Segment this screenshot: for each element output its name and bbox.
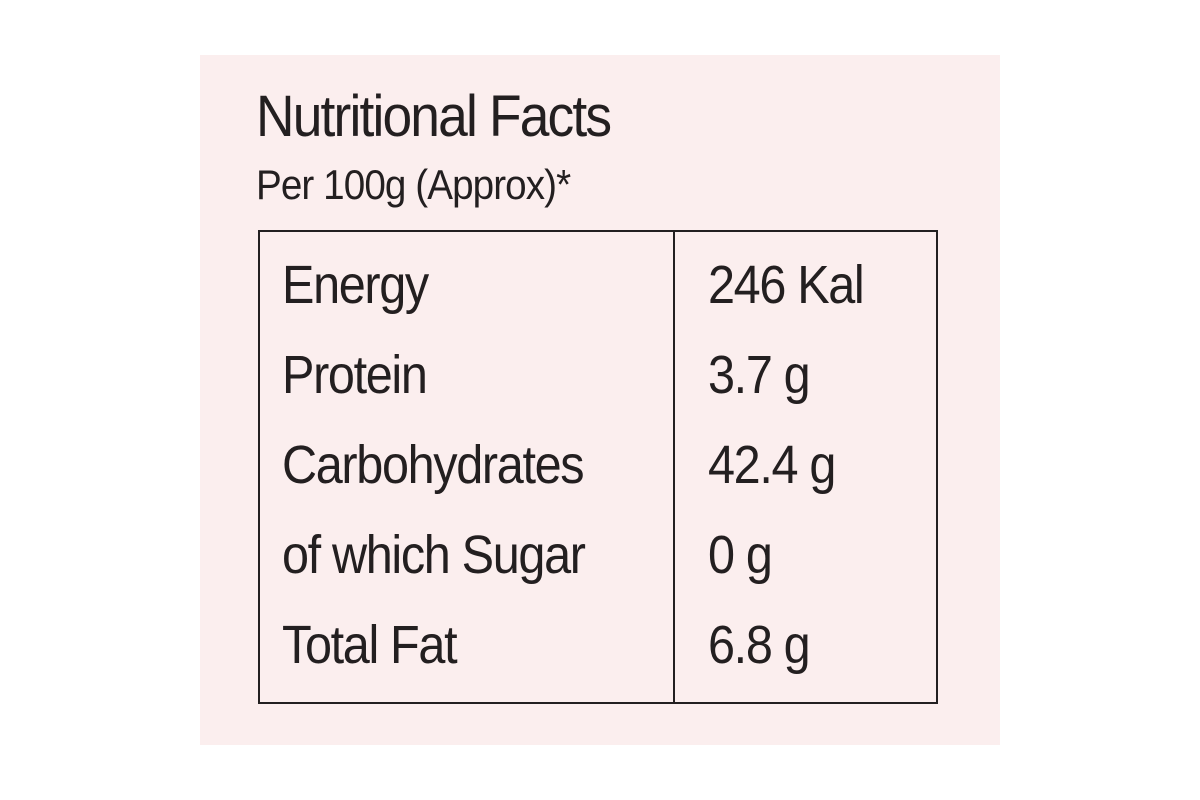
subtitle: Per 100g (Approx)* [256, 161, 571, 208]
column-divider [673, 232, 675, 702]
table-row: of which Sugar 0 g [260, 510, 936, 598]
nutrition-table: Energy 246 Kal Protein 3.7 g Carbohydrates 42… [258, 230, 938, 704]
title: Nutritional Facts [256, 84, 612, 149]
nutrient-amount: 3.7 g [708, 345, 811, 405]
table-row: Total Fat 6.8 g [260, 600, 936, 688]
nutrient-name: Protein [282, 345, 428, 405]
nutrient-amount: 246 Kal [708, 255, 865, 315]
nutrient-amount: 0 g [708, 525, 773, 585]
label-panel: Nutritional Facts Per 100g (Approx)* Ene… [200, 55, 1000, 745]
nutrient-amount: 6.8 g [708, 615, 811, 675]
table-row: Protein 3.7 g [260, 330, 936, 418]
table-row: Energy 246 Kal [260, 240, 936, 328]
nutrient-amount: 42.4 g [708, 435, 836, 495]
nutrient-name: Total Fat [282, 615, 458, 675]
table-row: Carbohydrates 42.4 g [260, 420, 936, 508]
nutrient-name: Carbohydrates [282, 435, 585, 495]
nutrient-name: Energy [282, 255, 429, 315]
nutrient-name: of which Sugar [282, 525, 586, 585]
